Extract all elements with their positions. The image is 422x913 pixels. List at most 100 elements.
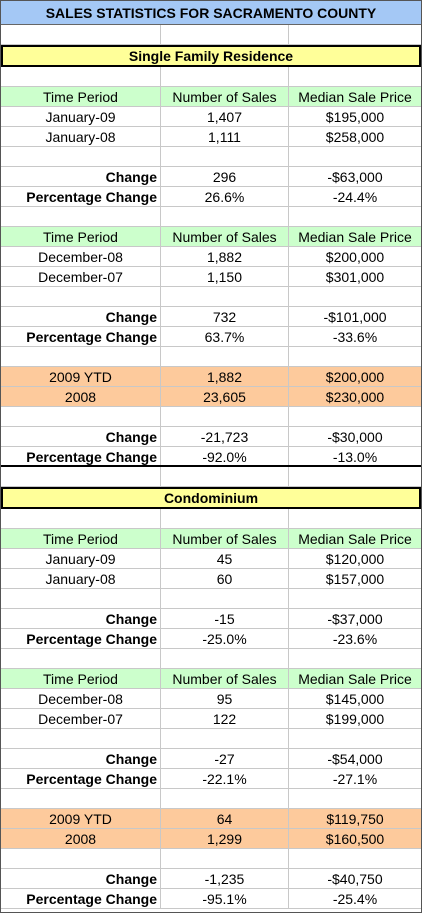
data-cell: 1,882: [161, 367, 289, 386]
column-header: Time Period: [1, 87, 161, 106]
change-row: Change -27 -$54,000: [1, 749, 421, 769]
change-cell: -1,235: [161, 869, 289, 888]
section-heading-row: Single Family Residence: [1, 45, 421, 67]
change-row: Change -21,723 -$30,000: [1, 427, 421, 447]
empty-row: [1, 849, 421, 869]
empty-cell: [1, 207, 161, 226]
data-row: December-08 95 $145,000: [1, 689, 421, 709]
pct-cell: Percentage Change: [1, 769, 161, 788]
change-cell: Change: [1, 427, 161, 446]
data-cell: 2008: [1, 387, 161, 406]
empty-cell: [1, 589, 161, 608]
data-cell: $120,000: [325, 551, 385, 567]
empty-cell: [161, 407, 289, 426]
data-cell: $157,000: [325, 571, 385, 587]
pct-row: Percentage Change 26.6% -24.4%: [1, 187, 421, 207]
empty-cell: [161, 509, 289, 528]
empty-row: [1, 589, 421, 609]
column-header: Time Period: [1, 529, 161, 548]
empty-cell: [1, 25, 161, 44]
data-row: 2008 23,605 $230,000: [1, 387, 421, 407]
pct-cell: -23.6%: [332, 631, 378, 647]
change-cell: -$37,000: [327, 611, 383, 627]
data-row: December-07 1,150 $301,000: [1, 267, 421, 287]
empty-cell: [161, 207, 289, 226]
pct-row: Percentage Change -92.0% -13.0%: [1, 447, 421, 467]
column-header: Median Sale Price: [298, 671, 412, 687]
data-cell: $160,500: [325, 831, 385, 847]
change-cell: -$40,750: [327, 871, 383, 887]
change-cell: Change: [1, 609, 161, 628]
data-cell: 122: [161, 709, 289, 728]
empty-cell: [289, 147, 421, 166]
data-cell: 2009 YTD: [1, 367, 161, 386]
change-row: Change 732 -$101,000: [1, 307, 421, 327]
empty-row: [1, 729, 421, 749]
data-row: 2009 YTD 1,882 $200,000: [1, 367, 421, 387]
pct-row: Percentage Change 63.7% -33.6%: [1, 327, 421, 347]
data-row: December-08 1,882 $200,000: [1, 247, 421, 267]
change-cell: -21,723: [161, 427, 289, 446]
data-cell: $301,000: [325, 269, 385, 285]
column-header: Number of Sales: [161, 227, 289, 246]
empty-cell: [289, 649, 421, 668]
data-cell: $258,000: [325, 129, 385, 145]
pct-cell: -27.1%: [332, 771, 378, 787]
empty-cell: [161, 25, 289, 44]
data-cell: $200,000: [325, 369, 385, 385]
pct-cell: Percentage Change: [1, 327, 161, 346]
pct-cell: -24.4%: [332, 189, 378, 205]
pct-cell: Percentage Change: [1, 629, 161, 648]
empty-cell: [289, 789, 421, 808]
empty-cell: [161, 789, 289, 808]
data-cell: December-08: [1, 689, 161, 708]
data-cell: 60: [161, 569, 289, 588]
title-row: SALES STATISTICS FOR SACRAMENTO COUNTY: [1, 1, 421, 25]
data-cell: 23,605: [161, 387, 289, 406]
column-header: Time Period: [1, 669, 161, 688]
header-row: Time Period Number of Sales Median Sale Pr…: [1, 669, 421, 689]
column-header: Median Sale Price: [298, 531, 412, 547]
section-heading: Single Family Residence: [128, 48, 294, 64]
pct-cell: -92.0%: [161, 447, 289, 465]
pct-cell: -33.6%: [332, 329, 378, 345]
change-cell: -$101,000: [323, 309, 387, 325]
data-cell: January-08: [1, 569, 161, 588]
empty-cell: [289, 407, 421, 426]
data-cell: 1,882: [161, 247, 289, 266]
change-cell: -$54,000: [327, 751, 383, 767]
sheet-title: SALES STATISTICS FOR SACRAMENTO COUNTY: [45, 5, 377, 21]
pct-cell: -13.0%: [332, 449, 378, 465]
pct-row: Percentage Change -22.1% -27.1%: [1, 769, 421, 789]
empty-cell: [289, 589, 421, 608]
data-cell: 1,299: [161, 829, 289, 848]
empty-cell: [1, 509, 161, 528]
empty-cell: [1, 287, 161, 306]
column-header: Median Sale Price: [298, 229, 412, 245]
empty-row: [1, 347, 421, 367]
data-cell: December-07: [1, 267, 161, 286]
pct-cell: Percentage Change: [1, 447, 161, 465]
pct-cell: Percentage Change: [1, 187, 161, 206]
data-row: 2008 1,299 $160,500: [1, 829, 421, 849]
column-header: Number of Sales: [161, 669, 289, 688]
column-header: Number of Sales: [161, 529, 289, 548]
empty-cell: [289, 25, 421, 44]
empty-cell: [1, 849, 161, 868]
pct-cell: Percentage Change: [1, 889, 161, 908]
change-cell: Change: [1, 749, 161, 768]
change-cell: Change: [1, 869, 161, 888]
change-row: Change -15 -$37,000: [1, 609, 421, 629]
section-heading-row: Condominium: [1, 487, 421, 509]
empty-cell: [289, 287, 421, 306]
change-cell: Change: [1, 167, 161, 186]
empty-row: [1, 509, 421, 529]
empty-cell: [1, 407, 161, 426]
data-cell: $199,000: [325, 711, 385, 727]
data-row: December-07 122 $199,000: [1, 709, 421, 729]
data-cell: 1,407: [161, 107, 289, 126]
data-cell: $195,000: [325, 109, 385, 125]
data-cell: January-08: [1, 127, 161, 146]
empty-cell: [161, 347, 289, 366]
